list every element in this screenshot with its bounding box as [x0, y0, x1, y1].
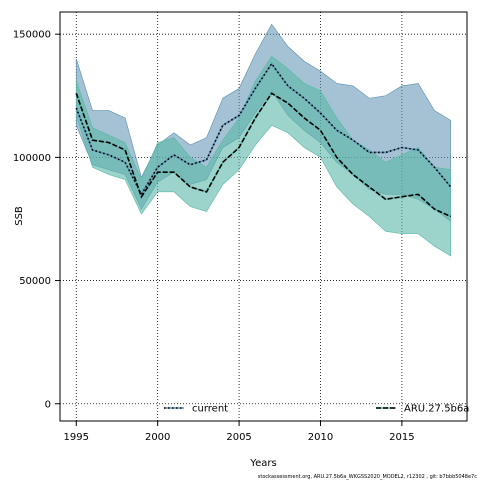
y-tick-label: 150000	[13, 30, 51, 41]
legend-label: current	[192, 404, 228, 415]
series-line-stock	[75, 92, 452, 218]
x-axis: 1995 2000 2005 2010 2015	[64, 421, 415, 443]
x-tick-label: 2005	[226, 432, 251, 443]
y-tick-label: 0	[45, 399, 51, 410]
x-tick-label: 2000	[145, 432, 170, 443]
plot-frame	[59, 11, 468, 422]
y-tick-label: 100000	[13, 153, 51, 164]
x-tick-label: 2010	[308, 432, 333, 443]
y-axis: 0 50000 100000 150000	[13, 30, 60, 410]
y-axis-title: SSB	[14, 206, 25, 226]
x-tick-label: 1995	[64, 432, 89, 443]
series-lines	[75, 62, 452, 218]
footnote: stockassessment.org, ARU.27.5b6a_WKGSS20…	[258, 474, 477, 480]
x-axis-title: Years	[249, 458, 276, 469]
confidence-bands	[75, 23, 452, 257]
legend-label: ARU.27.5b6a	[404, 404, 469, 415]
y-tick-label: 50000	[19, 276, 51, 287]
x-tick-label: 2015	[389, 432, 414, 443]
legend: current ARU.27.5b6a	[164, 404, 469, 415]
confidence-band-stock	[75, 55, 452, 257]
